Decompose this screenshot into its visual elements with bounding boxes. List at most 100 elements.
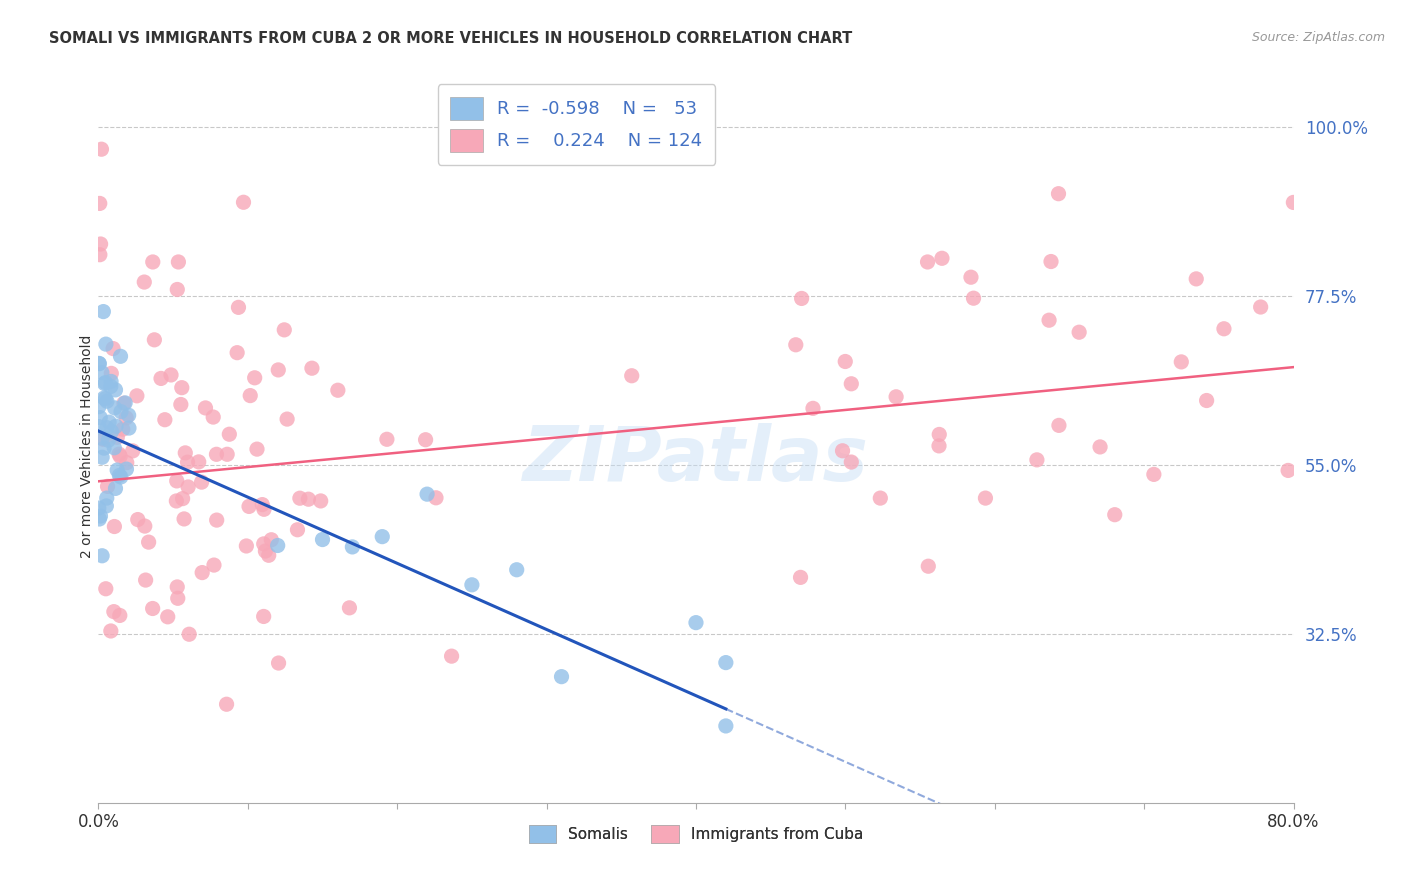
Point [191, 566, 214, 580]
Point [267, 539, 290, 553]
Point [108, 468, 131, 483]
Point [226, 345, 249, 359]
Point [176, 455, 198, 469]
Point [91, 450, 114, 465]
Point [96, 420, 118, 434]
Point [785, 338, 807, 352]
Point [1213, 322, 1236, 336]
Point [97, 433, 120, 447]
Point [260, 533, 283, 547]
Point [253, 609, 276, 624]
Point [115, 462, 138, 476]
Point [1170, 355, 1192, 369]
Point [831, 443, 853, 458]
Point [194, 401, 217, 415]
Point [801, 401, 824, 416]
Text: ZIPatlas: ZIPatlas [523, 424, 869, 497]
Legend: Somalis, Immigrants from Cuba: Somalis, Immigrants from Cuba [523, 819, 869, 848]
Point [235, 539, 257, 553]
Point [190, 475, 212, 489]
Point [962, 291, 984, 305]
Point [108, 608, 131, 623]
Point [288, 491, 311, 506]
Point [134, 275, 156, 289]
Point [253, 502, 276, 516]
Point [89, 357, 111, 371]
Point [974, 491, 997, 505]
Point [142, 601, 165, 615]
Point [1185, 272, 1208, 286]
Point [138, 535, 160, 549]
Point [115, 456, 138, 470]
Point [93, 376, 115, 391]
Point [685, 615, 707, 630]
Point [89, 512, 111, 526]
Point [105, 430, 128, 444]
Point [714, 719, 737, 733]
Point [309, 494, 332, 508]
Point [94, 392, 117, 406]
Point [301, 361, 323, 376]
Point [326, 383, 349, 397]
Point [287, 523, 309, 537]
Point [311, 533, 333, 547]
Point [1282, 195, 1305, 210]
Point [103, 605, 125, 619]
Point [108, 447, 131, 461]
Point [117, 409, 139, 423]
Point [257, 549, 280, 563]
Point [100, 367, 122, 381]
Point [1040, 254, 1063, 268]
Point [1104, 508, 1126, 522]
Point [1277, 463, 1299, 477]
Point [917, 559, 939, 574]
Point [371, 530, 394, 544]
Point [218, 427, 240, 442]
Point [884, 390, 907, 404]
Point [100, 624, 122, 638]
Point [1047, 186, 1070, 201]
Point [96, 394, 118, 409]
Point [232, 195, 254, 210]
Point [89, 509, 111, 524]
Point [550, 670, 572, 684]
Point [1038, 313, 1060, 327]
Point [375, 432, 398, 446]
Point [90, 142, 112, 156]
Point [108, 450, 131, 464]
Point [167, 255, 190, 269]
Point [96, 491, 118, 505]
Point [228, 301, 250, 315]
Point [112, 396, 135, 410]
Point [104, 482, 127, 496]
Point [134, 519, 156, 533]
Point [93, 304, 115, 318]
Point [506, 563, 529, 577]
Point [202, 410, 225, 425]
Point [1250, 300, 1272, 314]
Point [104, 383, 127, 397]
Point [425, 491, 447, 505]
Point [415, 433, 437, 447]
Point [104, 401, 127, 415]
Point [127, 512, 149, 526]
Point [928, 427, 950, 442]
Point [461, 578, 484, 592]
Point [170, 381, 193, 395]
Point [103, 519, 125, 533]
Point [165, 494, 187, 508]
Point [339, 600, 361, 615]
Point [714, 656, 737, 670]
Point [839, 455, 862, 469]
Point [215, 698, 238, 712]
Point [100, 379, 122, 393]
Point [89, 196, 111, 211]
Point [110, 470, 132, 484]
Point [89, 248, 111, 262]
Point [100, 375, 122, 389]
Point [87, 356, 110, 370]
Point [96, 479, 118, 493]
Point [104, 419, 127, 434]
Point [173, 512, 195, 526]
Point [105, 463, 128, 477]
